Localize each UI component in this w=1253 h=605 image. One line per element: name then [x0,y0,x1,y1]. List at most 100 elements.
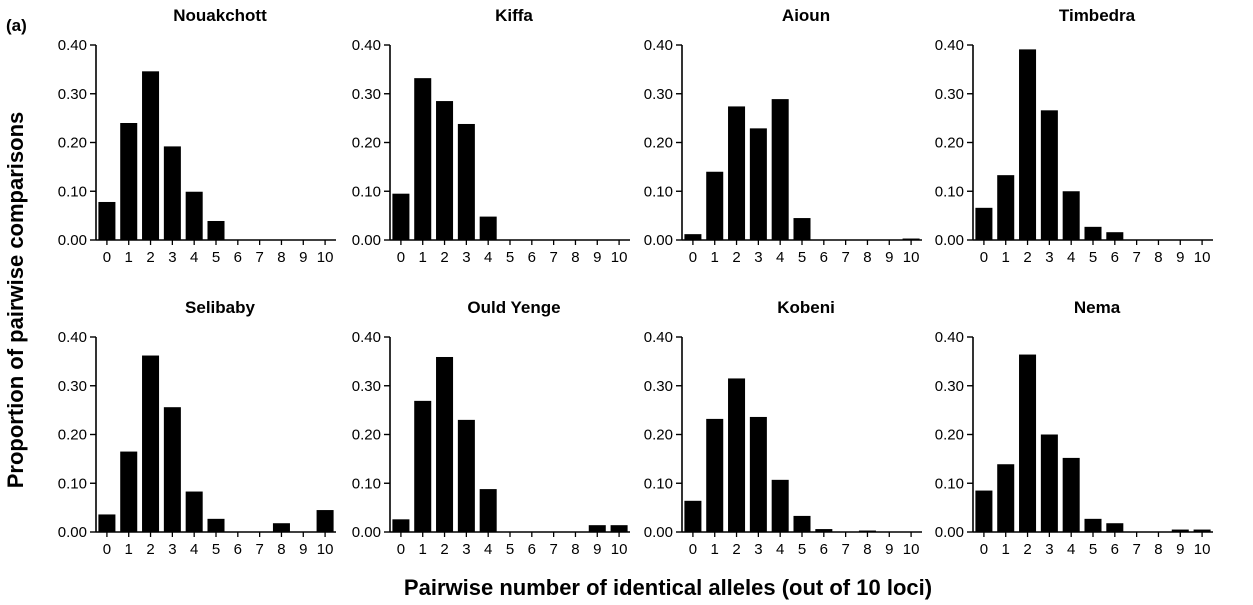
y-tick-label: 0.10 [935,475,964,492]
bar [772,99,789,240]
y-tick-label: 0.00 [352,232,381,249]
chart-title: Nema [1074,298,1121,317]
y-tick-label: 0.30 [644,86,673,103]
x-tick-label: 5 [212,541,220,558]
x-tick-label: 2 [146,541,154,558]
chart-title: Ould Yenge [467,298,560,317]
y-tick-label: 0.40 [935,329,964,346]
chart-panel-3: Timbedra 0.00 0.10 0.20 0.30 0.40 0 1 2 3 4 5 6 7 8 9 10 [935,6,1213,266]
bar [1194,530,1211,532]
x-tick-label: 8 [571,541,579,558]
x-tick-label: 7 [841,249,849,266]
bar [186,492,203,532]
bar [98,202,115,240]
bar [772,480,789,532]
x-tick-label: 1 [419,249,427,266]
x-tick-label: 5 [506,541,514,558]
y-tick-label: 0.30 [58,378,87,395]
x-tick-label: 7 [1132,249,1140,266]
bar [997,464,1014,532]
x-tick-label: 7 [549,541,557,558]
y-tick-label: 0.00 [58,232,87,249]
x-tick-label: 1 [125,541,133,558]
y-tick-label: 0.40 [352,37,381,54]
x-tick-label: 1 [1002,249,1010,266]
x-tick-label: 2 [1023,249,1031,266]
y-tick-label: 0.30 [644,378,673,395]
x-tick-label: 0 [103,249,111,266]
bar [684,501,701,532]
x-tick-label: 5 [798,541,806,558]
bar [120,123,137,240]
bar [436,101,453,240]
y-tick-label: 0.30 [58,86,87,103]
x-tick-label: 7 [1132,541,1140,558]
y-tick-label: 0.20 [935,135,964,152]
bar [414,78,431,240]
chart-title: Timbedra [1059,6,1136,25]
y-tick-label: 0.00 [935,232,964,249]
bar [1106,232,1123,240]
x-tick-label: 7 [255,249,263,266]
x-tick-label: 8 [277,541,285,558]
x-tick-label: 0 [103,541,111,558]
x-tick-label: 10 [903,249,920,266]
y-tick-label: 0.40 [644,37,673,54]
bar [684,234,701,240]
y-tick-label: 0.10 [352,183,381,200]
x-tick-label: 10 [1194,541,1211,558]
chart-panel-7: Nema 0.00 0.10 0.20 0.30 0.40 0 1 2 3 4 5 6 7 8 9 10 [935,298,1213,558]
x-tick-label: 9 [1176,249,1184,266]
x-tick-label: 5 [1089,541,1097,558]
x-tick-label: 7 [549,249,557,266]
chart-panel-6: Kobeni 0.00 0.10 0.20 0.30 0.40 0 1 2 3 4 5 6 7 8 9 10 [644,298,922,558]
x-tick-label: 8 [1154,541,1162,558]
x-tick-label: 3 [1045,541,1053,558]
bar [142,71,159,240]
bar [706,419,723,532]
x-tick-label: 9 [299,249,307,266]
y-tick-label: 0.30 [935,86,964,103]
x-tick-label: 8 [571,249,579,266]
bar [317,510,334,532]
x-tick-label: 4 [484,249,492,266]
bar [750,128,767,240]
chart-panel-1: Kiffa 0.00 0.10 0.20 0.30 0.40 0 1 2 3 4 5 6 7 8 9 10 [352,6,630,266]
bar [98,514,115,532]
x-tick-label: 3 [168,541,176,558]
bar [1084,227,1101,240]
y-tick-label: 0.20 [935,427,964,444]
bar [728,378,745,532]
y-tick-label: 0.20 [58,135,87,152]
bar [142,356,159,532]
bar [750,417,767,532]
chart-panel-4: Selibaby 0.00 0.10 0.20 0.30 0.40 0 1 2 3 4 5 6 7 8 9 10 [58,298,336,558]
x-tick-label: 10 [611,249,628,266]
y-tick-label: 0.30 [352,378,381,395]
x-tick-label: 0 [980,541,988,558]
x-axis-label: Pairwise number of identical alleles (ou… [404,575,932,600]
y-tick-label: 0.00 [644,524,673,541]
bar [1063,458,1080,532]
x-tick-label: 7 [841,541,849,558]
x-tick-label: 3 [754,541,762,558]
y-tick-label: 0.40 [935,37,964,54]
y-tick-label: 0.00 [644,232,673,249]
chart-title: Nouakchott [173,6,267,25]
bar [480,489,497,532]
bar [1172,530,1189,532]
bar [273,523,290,532]
y-axis-label: Proportion of pairwise comparisons [3,112,28,489]
bar [793,218,810,240]
x-tick-label: 9 [299,541,307,558]
y-tick-label: 0.00 [58,524,87,541]
x-tick-label: 2 [732,541,740,558]
bar [793,516,810,532]
bar [1041,435,1058,533]
y-tick-label: 0.40 [644,329,673,346]
x-tick-label: 6 [528,541,536,558]
bar [436,357,453,532]
x-tick-label: 2 [732,249,740,266]
bar [120,452,137,532]
y-tick-label: 0.10 [352,475,381,492]
